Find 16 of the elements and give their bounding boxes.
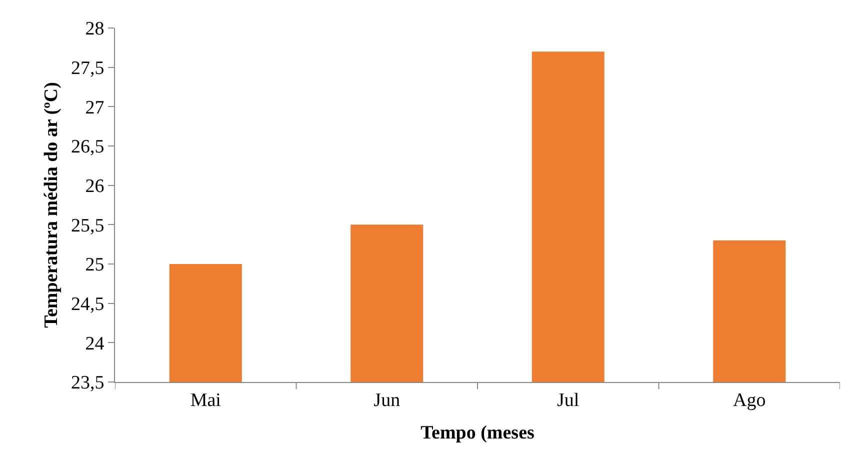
y-tick-label: 25 — [85, 254, 104, 276]
y-tick-label: 24 — [85, 333, 105, 354]
x-tick-label: Jul — [557, 390, 580, 411]
y-tick-label: 25,5 — [70, 215, 104, 236]
x-tick-label: Jun — [374, 390, 401, 411]
y-axis-title: Temperatura média do ar (ºC) — [40, 82, 62, 328]
y-tick-label: 26 — [85, 176, 104, 197]
y-tick-label: 23,5 — [70, 372, 104, 394]
x-tick-label: Mai — [190, 390, 221, 411]
y-tick-label: 24,5 — [70, 294, 104, 315]
x-axis-title: Tempo (meses — [420, 422, 534, 444]
y-tick-label: 27 — [85, 97, 104, 118]
x-tick-label: Ago — [733, 390, 766, 411]
y-tick-label: 27,5 — [70, 58, 104, 79]
y-tick-label: 28 — [85, 18, 104, 40]
y-tick-label: 26,5 — [70, 136, 104, 158]
